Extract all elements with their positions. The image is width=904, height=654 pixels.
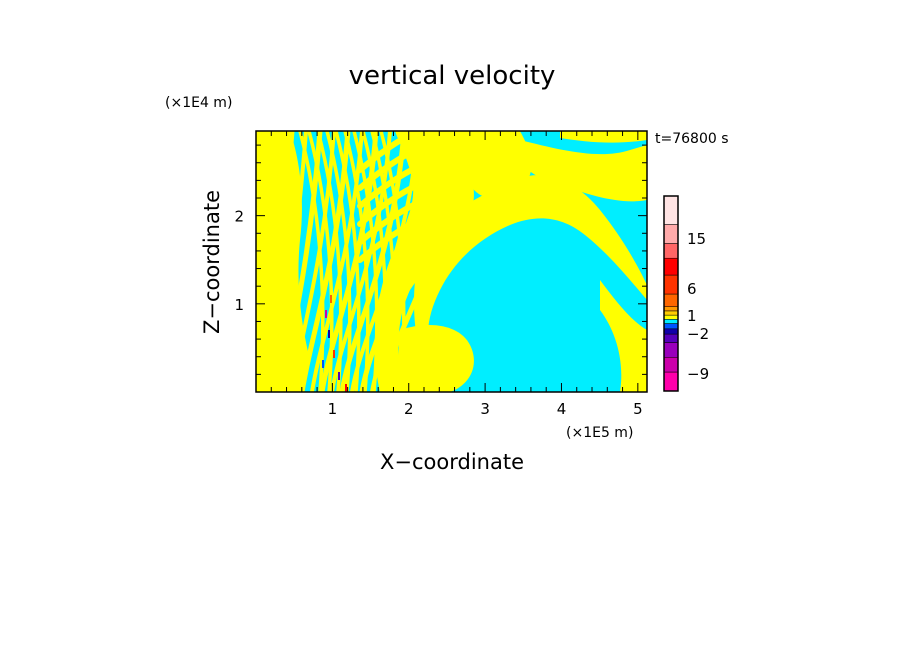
extreme-cell bbox=[325, 310, 327, 318]
y-tick-label: 1 bbox=[234, 296, 244, 314]
extreme-cell bbox=[338, 372, 340, 380]
extreme-cell bbox=[330, 295, 332, 303]
velocity-band bbox=[298, 131, 325, 392]
heatmap-field bbox=[256, 131, 647, 392]
colorbar-level bbox=[663, 274, 679, 295]
velocity-band bbox=[259, 131, 295, 392]
x-unit-label: (×1E5 m) bbox=[566, 425, 633, 441]
colorbar-level bbox=[663, 371, 679, 392]
y-axis-label: Z−coordinate bbox=[200, 190, 224, 334]
velocity-bands bbox=[259, 131, 473, 392]
velocity-band bbox=[357, 131, 425, 173]
colorbar-level bbox=[663, 293, 679, 307]
chart-title: vertical velocity bbox=[349, 61, 556, 91]
colorbar-frame bbox=[663, 195, 679, 392]
velocity-band bbox=[379, 131, 406, 392]
velocity-band bbox=[357, 148, 473, 209]
positive-region bbox=[520, 140, 647, 202]
x-tick-label: 1 bbox=[328, 400, 338, 418]
colorbar-level bbox=[663, 328, 679, 335]
colorbar-tick-label: −9 bbox=[687, 365, 709, 383]
axis-ticks bbox=[256, 131, 647, 392]
colorbar-tick-label: 6 bbox=[687, 280, 697, 298]
positive-region bbox=[395, 325, 474, 392]
velocity-band bbox=[357, 202, 473, 263]
colorbar-level bbox=[663, 319, 679, 324]
y-unit-label: (×1E4 m) bbox=[165, 95, 232, 111]
velocity-band bbox=[379, 131, 463, 392]
y-tick-label: 2 bbox=[234, 208, 244, 226]
colorbar-level bbox=[663, 243, 679, 259]
colorbar-tick-label: 15 bbox=[687, 230, 706, 248]
velocity-band bbox=[270, 131, 308, 392]
velocity-band bbox=[334, 131, 361, 392]
colorbar-tick-label: −2 bbox=[687, 325, 709, 343]
positive-region bbox=[560, 131, 647, 143]
extreme-velocity-cells bbox=[322, 295, 347, 392]
x-tick-label: 5 bbox=[633, 400, 643, 418]
velocity-band bbox=[357, 131, 473, 191]
colorbar-level bbox=[663, 306, 679, 312]
positive-region bbox=[414, 175, 647, 355]
velocity-band bbox=[279, 131, 323, 392]
colorbar-level bbox=[663, 310, 679, 316]
velocity-band bbox=[357, 184, 473, 245]
extreme-cell bbox=[345, 384, 347, 392]
colorbar: 15 6 1−2 −9 bbox=[663, 195, 709, 392]
extreme-cell bbox=[322, 360, 324, 368]
colorbar-level bbox=[663, 333, 679, 343]
colorbar-tick-label: 1 bbox=[687, 307, 697, 325]
colorbar-level bbox=[663, 314, 679, 320]
x-axis-label: X−coordinate bbox=[380, 450, 524, 474]
extreme-cell bbox=[333, 350, 335, 358]
velocity-band bbox=[316, 131, 343, 392]
velocity-band bbox=[325, 131, 352, 392]
velocity-band bbox=[343, 131, 370, 392]
velocity-band bbox=[299, 131, 351, 392]
colorbar-level bbox=[663, 323, 679, 330]
extreme-cell bbox=[328, 330, 330, 338]
colorbar-level bbox=[663, 195, 679, 225]
time-label: t=76800 s bbox=[655, 131, 729, 147]
positive-region bbox=[600, 280, 647, 392]
colorbar-level bbox=[663, 342, 679, 358]
velocity-band bbox=[310, 131, 364, 392]
colorbar-level bbox=[663, 257, 679, 276]
tick-labels: 1 2 3 4 5 1 2 bbox=[234, 208, 642, 418]
velocity-band bbox=[307, 131, 334, 392]
velocity-band bbox=[330, 131, 392, 392]
colorbar-level bbox=[663, 357, 679, 373]
x-tick-label: 3 bbox=[480, 400, 490, 418]
plot-frame bbox=[255, 130, 648, 393]
colorbar-level bbox=[663, 224, 679, 244]
x-tick-label: 2 bbox=[404, 400, 414, 418]
x-tick-label: 4 bbox=[557, 400, 567, 418]
velocity-band bbox=[357, 166, 473, 227]
